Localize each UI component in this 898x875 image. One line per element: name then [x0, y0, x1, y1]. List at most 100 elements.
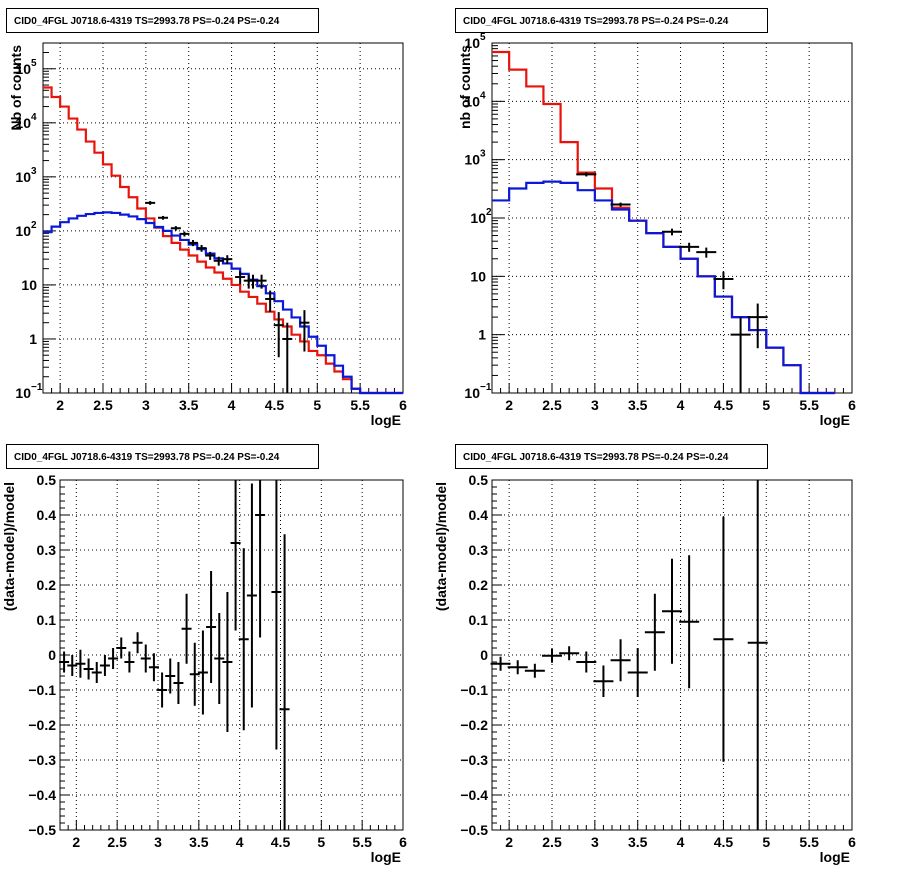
y-tick-label: 0.4 — [37, 507, 57, 523]
title-box — [455, 444, 768, 469]
y-tick-label: 10 — [470, 210, 486, 226]
y-tick-exponent: 4 — [480, 90, 486, 101]
y-tick-label: 0 — [48, 647, 56, 663]
x-tick-label: 5 — [762, 397, 770, 413]
grid — [60, 479, 404, 831]
x-tick-label: 4.5 — [271, 834, 291, 850]
x-tick-label: 3.5 — [628, 834, 648, 850]
y-tick-label: 10 — [15, 115, 31, 131]
x-tick-label: 5.5 — [352, 834, 372, 850]
y-tick-exponent: 5 — [31, 58, 37, 69]
x-axis-title: logE — [820, 412, 850, 428]
title-box — [6, 8, 319, 33]
y-axis-title: nb of counts — [457, 45, 473, 129]
x-tick-label: 4.5 — [714, 834, 734, 850]
title-box — [6, 444, 319, 469]
plot-frame — [59, 479, 404, 831]
x-tick-label: 4.5 — [714, 397, 734, 413]
y-tick-label: 1 — [29, 331, 37, 347]
y-tick-label: 0.3 — [37, 542, 57, 558]
x-tick-label: 2 — [505, 834, 513, 850]
y-tick-label: 0.1 — [37, 612, 57, 628]
axis-ticks — [491, 479, 853, 831]
y-tick-exponent: −1 — [480, 382, 492, 393]
chart-panel-1: CID0_4FGL J0718.6-4319 TS=2993.78 PS=-0.… — [6, 8, 407, 428]
y-tick-exponent: 3 — [31, 166, 37, 177]
x-tick-label: 5.5 — [799, 834, 819, 850]
x-tick-label: 4 — [228, 397, 236, 413]
x-axis-title: logE — [820, 849, 850, 865]
y-tick-label: 1 — [478, 327, 486, 343]
grid — [43, 43, 404, 394]
x-tick-label: 5 — [762, 834, 770, 850]
y-tick-label: 10 — [15, 385, 31, 401]
chart-panel-4: CID0_4FGL J0718.6-4319 TS=2993.78 PS=-0.… — [433, 444, 856, 865]
x-tick-label: 3.5 — [628, 397, 648, 413]
y-axis-title: Nb of counts — [8, 45, 24, 131]
data-points — [145, 201, 310, 393]
x-tick-label: 3.5 — [189, 834, 209, 850]
y-tick-label: −0.2 — [28, 717, 56, 733]
grid — [492, 42, 853, 394]
x-tick-label: 6 — [399, 834, 407, 850]
x-tick-label: 3 — [591, 834, 599, 850]
x-tick-label: 3 — [591, 397, 599, 413]
chart-title: CID0_4FGL J0718.6-4319 TS=2993.78 PS=-0.… — [14, 452, 280, 463]
x-tick-label: 2.5 — [107, 834, 127, 850]
y-tick-label: −0.1 — [28, 682, 56, 698]
y-tick-exponent: −1 — [31, 382, 43, 393]
y-tick-label: 10 — [470, 268, 486, 284]
y-axis-title: (data-model)/model — [433, 482, 449, 611]
total-model-histogram — [43, 86, 403, 395]
x-tick-label: 4 — [677, 834, 685, 850]
chart-panel-3: CID0_4FGL J0718.6-4319 TS=2993.78 PS=-0.… — [1, 444, 407, 865]
y-tick-label: 0.5 — [469, 472, 489, 488]
y-tick-label: 0.2 — [469, 577, 489, 593]
component-model-histogram — [43, 211, 403, 395]
y-tick-exponent: 2 — [486, 207, 492, 218]
y-tick-label: 10 — [21, 277, 37, 293]
data-points — [576, 172, 768, 393]
y-tick-label: −0.5 — [28, 822, 56, 838]
y-tick-exponent: 5 — [480, 32, 486, 43]
y-tick-label: −0.3 — [460, 752, 488, 768]
x-tick-label: 4 — [677, 397, 685, 413]
x-tick-label: 2 — [505, 397, 513, 413]
title-box — [455, 8, 768, 33]
x-tick-label: 6 — [848, 834, 856, 850]
y-axis-title: (data-model)/model — [1, 482, 17, 611]
x-tick-label: 5.5 — [799, 397, 819, 413]
y-tick-label: 0.2 — [37, 577, 57, 593]
y-tick-exponent: 3 — [480, 149, 486, 160]
y-tick-label: −0.2 — [460, 717, 488, 733]
y-tick-label: 10 — [464, 385, 480, 401]
axis-ticks — [42, 42, 404, 394]
y-tick-exponent: 4 — [31, 112, 37, 123]
y-tick-label: −0.4 — [460, 787, 488, 803]
x-tick-label: 5 — [317, 834, 325, 850]
y-tick-label: −0.5 — [460, 822, 488, 838]
y-tick-label: −0.4 — [28, 787, 56, 803]
y-tick-label: 10 — [15, 223, 31, 239]
x-tick-label: 6 — [399, 397, 407, 413]
y-tick-label: 10 — [15, 169, 31, 185]
data-points — [490, 480, 768, 830]
x-tick-label: 6 — [848, 397, 856, 413]
x-axis-title: logE — [371, 849, 401, 865]
y-tick-label: 0.1 — [469, 612, 489, 628]
data-points — [59, 480, 290, 830]
x-tick-label: 2.5 — [542, 397, 562, 413]
chart-title: CID0_4FGL J0718.6-4319 TS=2993.78 PS=-0.… — [463, 452, 729, 463]
y-tick-label: −0.1 — [460, 682, 488, 698]
chart-title: CID0_4FGL J0718.6-4319 TS=2993.78 PS=-0.… — [463, 16, 729, 27]
y-tick-label: 10 — [464, 93, 480, 109]
y-tick-label: 0 — [480, 647, 488, 663]
x-tick-label: 3 — [154, 834, 162, 850]
x-tick-label: 4 — [236, 834, 244, 850]
x-tick-label: 4.5 — [265, 397, 285, 413]
y-tick-label: 0.3 — [469, 542, 489, 558]
x-axis-title: logE — [371, 412, 401, 428]
chart-panel-2: CID0_4FGL J0718.6-4319 TS=2993.78 PS=-0.… — [455, 8, 856, 428]
y-tick-label: 0.4 — [469, 507, 489, 523]
